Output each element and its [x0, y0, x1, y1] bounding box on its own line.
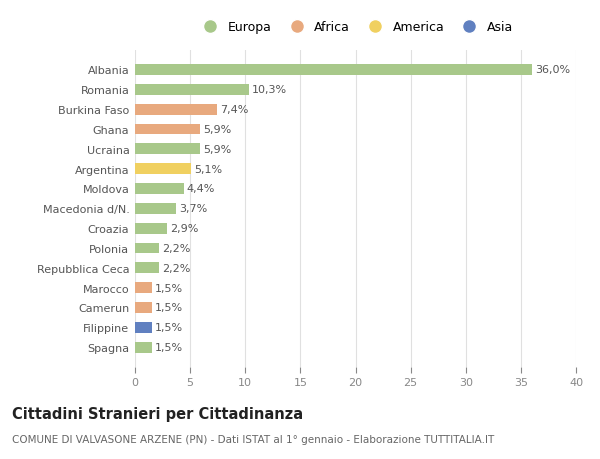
Bar — [135, 223, 167, 234]
Text: 3,7%: 3,7% — [179, 204, 208, 214]
Text: Cittadini Stranieri per Cittadinanza: Cittadini Stranieri per Cittadinanza — [12, 406, 303, 421]
Bar — [135, 164, 191, 175]
Text: 10,3%: 10,3% — [252, 85, 287, 95]
Text: 5,1%: 5,1% — [194, 164, 223, 174]
Text: 2,9%: 2,9% — [170, 224, 199, 234]
Legend: Europa, Africa, America, Asia: Europa, Africa, America, Asia — [196, 19, 515, 37]
Text: 2,2%: 2,2% — [163, 243, 191, 253]
Text: 1,5%: 1,5% — [155, 323, 183, 333]
Bar — [135, 263, 159, 274]
Bar — [135, 105, 217, 115]
Bar — [135, 283, 152, 293]
Bar — [135, 144, 200, 155]
Bar — [135, 203, 176, 214]
Bar — [135, 302, 152, 313]
Text: 4,4%: 4,4% — [187, 184, 215, 194]
Text: 1,5%: 1,5% — [155, 303, 183, 313]
Text: COMUNE DI VALVASONE ARZENE (PN) - Dati ISTAT al 1° gennaio - Elaborazione TUTTIT: COMUNE DI VALVASONE ARZENE (PN) - Dati I… — [12, 434, 494, 444]
Bar — [135, 322, 152, 333]
Text: 1,5%: 1,5% — [155, 342, 183, 353]
Text: 2,2%: 2,2% — [163, 263, 191, 273]
Bar — [135, 243, 159, 254]
Bar — [135, 342, 152, 353]
Bar — [135, 124, 200, 135]
Bar — [135, 65, 532, 76]
Text: 5,9%: 5,9% — [203, 145, 232, 155]
Text: 5,9%: 5,9% — [203, 125, 232, 134]
Text: 1,5%: 1,5% — [155, 283, 183, 293]
Bar — [135, 84, 248, 95]
Text: 7,4%: 7,4% — [220, 105, 248, 115]
Bar — [135, 184, 184, 195]
Text: 36,0%: 36,0% — [535, 65, 571, 75]
